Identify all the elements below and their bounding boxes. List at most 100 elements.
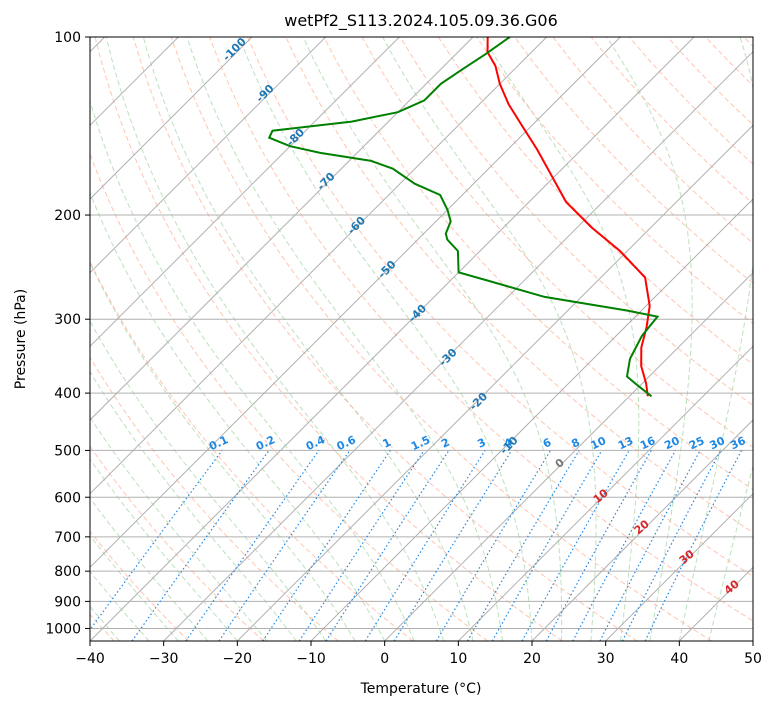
sounding-series bbox=[267, 37, 660, 398]
isotherm-line bbox=[90, 37, 474, 421]
isotherm-line bbox=[90, 37, 253, 200]
dry-adiabat-line bbox=[132, 37, 638, 641]
mixing-ratio-label: 30 bbox=[708, 434, 728, 452]
mixing-ratio-line bbox=[545, 450, 652, 641]
isotherms bbox=[90, 37, 753, 641]
mixing-ratio-line bbox=[572, 450, 677, 641]
mixing-ratio-label: 8 bbox=[569, 436, 581, 451]
mixing-ratio-label: 13 bbox=[616, 434, 635, 452]
isotherm-line bbox=[605, 492, 753, 641]
dry-adiabat-label: -30 bbox=[436, 346, 459, 369]
dry-adiabat-line bbox=[90, 530, 190, 641]
isotherm-line bbox=[384, 271, 753, 641]
mixing-ratio-label: 2 bbox=[439, 436, 451, 451]
dry-adiabat-line bbox=[437, 37, 753, 365]
isotherm-line bbox=[678, 566, 753, 641]
moist-adiabat-label: 0 bbox=[553, 456, 567, 471]
isotherm-line bbox=[90, 37, 621, 569]
dry-adiabat-line bbox=[90, 260, 414, 641]
mixing-ratio-line bbox=[298, 450, 425, 641]
dry-adiabat-label: -50 bbox=[375, 258, 398, 281]
moist-adiabat-label: 20 bbox=[632, 517, 652, 537]
mixing-ratio-line bbox=[599, 450, 701, 641]
mixing-ratio-label: 10 bbox=[589, 434, 609, 452]
x-tick-label: −10 bbox=[296, 651, 326, 667]
mixing-ratio-label: 16 bbox=[638, 434, 658, 452]
dry-adiabat-line bbox=[170, 37, 712, 641]
mixing-ratio-line bbox=[218, 450, 351, 641]
dry-adiabat-line bbox=[705, 37, 753, 87]
dry-adiabat-line bbox=[361, 37, 753, 448]
plot-area: 0.1 0.2 0.4 0.6 1 1.5 2 3 4 6 8 10 13 16 20 25 30 36-100-… bbox=[90, 35, 753, 641]
moist-adiabat-line bbox=[90, 320, 327, 641]
isotherm-line bbox=[90, 37, 548, 495]
x-axis-label: Temperature (°C) bbox=[360, 681, 482, 697]
y-tick-label: 900 bbox=[54, 594, 81, 610]
moist-adiabat-line bbox=[90, 497, 209, 641]
moist-adiabat-line bbox=[382, 37, 597, 641]
dry-adiabat-line bbox=[399, 37, 753, 407]
mixing-ratio-line bbox=[521, 450, 630, 641]
moist-adiabat-line bbox=[302, 37, 563, 641]
mixing-ratio-lines bbox=[90, 450, 743, 641]
y-tick-label: 700 bbox=[54, 530, 81, 546]
moist-adiabat-line bbox=[678, 37, 753, 641]
mixing-ratio-line bbox=[185, 450, 320, 641]
x-tick-label: 20 bbox=[523, 651, 541, 667]
isotherm-line bbox=[752, 640, 753, 641]
moist-adiabat-label: 10 bbox=[591, 486, 611, 506]
isotherm-line bbox=[90, 37, 400, 348]
x-axis-ticks: −40 −30 −20 −10 0 10 20 30 40 50 bbox=[75, 641, 762, 667]
mixing-ratio-line bbox=[90, 450, 223, 631]
x-tick-label: 40 bbox=[670, 651, 688, 667]
x-tick-label: −30 bbox=[149, 651, 179, 667]
y-tick-label: 400 bbox=[54, 386, 81, 402]
dry-adiabat-line bbox=[90, 152, 488, 641]
isotherm-line bbox=[457, 345, 753, 641]
dry-adiabat-line bbox=[94, 37, 563, 641]
moist-adiabat-line bbox=[238, 37, 533, 641]
moist-adiabat-line bbox=[186, 37, 503, 641]
dry-adiabat-label: -90 bbox=[253, 82, 276, 105]
mixing-ratio-line bbox=[466, 450, 580, 641]
dry-adiabat-label: -70 bbox=[314, 170, 337, 193]
isotherm-line bbox=[163, 50, 753, 641]
moist-adiabat-line bbox=[105, 37, 445, 641]
isotherm-line bbox=[90, 37, 327, 274]
y-tick-label: 500 bbox=[54, 443, 81, 459]
chart-title: wetPf2_S113.2024.105.09.36.G06 bbox=[284, 11, 558, 31]
dry-adiabat-label: -60 bbox=[345, 214, 368, 237]
moist-adiabat-line bbox=[481, 37, 640, 641]
mixing-ratio-label: 20 bbox=[662, 434, 682, 452]
isotherm-line bbox=[310, 198, 753, 641]
mixing-ratio-line bbox=[621, 450, 722, 641]
moist-adiabats bbox=[90, 37, 753, 641]
y-tick-label: 200 bbox=[54, 208, 81, 224]
moist-adiabat-label: 30 bbox=[677, 547, 697, 567]
dry-adiabats bbox=[90, 37, 753, 641]
mixing-ratio-line bbox=[131, 450, 270, 641]
dry-adiabat-label: -100 bbox=[220, 35, 249, 64]
mixing-ratio-line bbox=[325, 450, 450, 641]
isobars bbox=[90, 37, 753, 629]
dry-adiabat-line bbox=[514, 37, 753, 284]
moist-adiabat-line bbox=[142, 37, 474, 641]
dry-adiabat-line bbox=[590, 37, 753, 205]
dry-adiabat-line bbox=[323, 37, 753, 491]
x-tick-label: 30 bbox=[597, 651, 615, 667]
dry-adiabat-line bbox=[90, 445, 264, 641]
x-tick-label: −20 bbox=[223, 651, 253, 667]
mixing-ratio-label: 1 bbox=[381, 436, 393, 451]
moist-adiabat-line bbox=[90, 416, 268, 641]
temperature-profile bbox=[486, 37, 651, 397]
y-tick-label: 600 bbox=[54, 490, 81, 506]
dry-adiabat-line bbox=[743, 37, 753, 48]
mixing-ratio-line bbox=[393, 450, 513, 641]
y-tick-label: 300 bbox=[54, 312, 81, 328]
moist-adiabat-label: 40 bbox=[722, 577, 742, 597]
mixing-ratio-label: 36 bbox=[728, 434, 748, 452]
mixing-ratio-label: 25 bbox=[687, 434, 706, 452]
dry-adiabat-label: -10 bbox=[497, 434, 520, 457]
dewpoint-profile bbox=[267, 37, 660, 398]
isotherm-line bbox=[90, 37, 695, 641]
